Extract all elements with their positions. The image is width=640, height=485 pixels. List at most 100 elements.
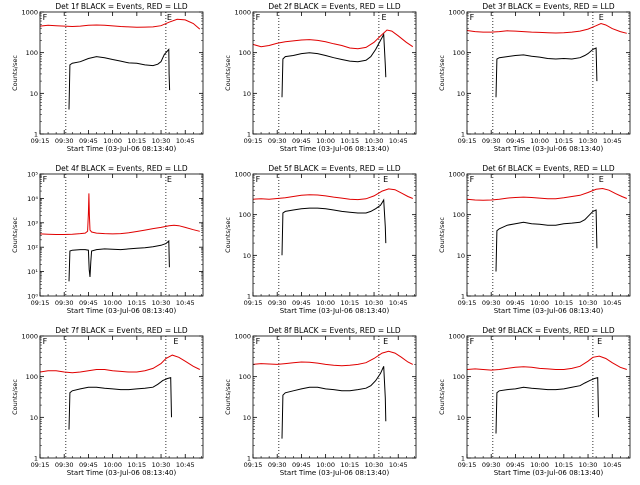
panel-5: Det 5f BLACK = Events, RED = LLD F E 09:15 0… <box>224 164 417 315</box>
x-tick-label: 10:00 <box>530 137 549 145</box>
x-tick-label: 09:30 <box>482 461 501 469</box>
x-tick-label: 10:15 <box>127 137 146 145</box>
y-tick-label: 1 <box>461 293 465 301</box>
y-axis-label: Counts/sec <box>224 217 232 253</box>
x-tick-label: 09:45 <box>292 137 311 145</box>
y-axis-label: Counts/sec <box>224 379 232 415</box>
series-group <box>40 354 201 430</box>
y-tick-label: 10 <box>457 252 465 260</box>
plot-frame <box>39 173 204 297</box>
x-tick-label: 10:15 <box>340 461 359 469</box>
x-tick-label: 10:00 <box>103 461 122 469</box>
flag-label-F: F <box>256 13 261 22</box>
panel-title: Det 8f BLACK = Events, RED = LLD <box>268 326 401 335</box>
x-tick-label: 09:30 <box>55 299 74 307</box>
x-tick-label: 09:30 <box>268 137 287 145</box>
x-tick-label: 09:15 <box>244 137 263 145</box>
series-group <box>467 187 627 272</box>
x-tick-label: 09:45 <box>506 461 525 469</box>
events-series-line <box>68 239 170 282</box>
y-tick-label: 10 <box>243 414 251 422</box>
flag-label-E: E <box>381 13 386 22</box>
flag-label-E: E <box>599 13 604 22</box>
panel-4: Det 4f BLACK = Events, RED = LLD F E 09:15 0… <box>11 164 204 315</box>
x-tick-label: 09:30 <box>268 299 287 307</box>
plot-frame <box>252 173 417 297</box>
y-tick-label: 100 <box>453 373 465 381</box>
series-group <box>253 29 414 98</box>
y-axis-label: Counts/sec <box>11 55 19 91</box>
y-axis-label: Counts/sec <box>438 379 446 415</box>
x-tick-label: 09:30 <box>482 299 501 307</box>
x-tick-label: 10:15 <box>127 299 146 307</box>
y-tick-label: 1000 <box>448 333 465 341</box>
y-tick-label: 1000 <box>234 9 251 17</box>
flag-label-F: F <box>470 337 475 346</box>
events-series-line <box>281 366 387 439</box>
flag-label-F: F <box>256 175 261 184</box>
y-tick-label: 10⁴ <box>27 195 38 203</box>
x-tick-label: 10:00 <box>316 461 335 469</box>
x-tick-label: 10:45 <box>389 299 408 307</box>
x-tick-label: 09:30 <box>482 137 501 145</box>
x-tick-label: 10:30 <box>365 137 384 145</box>
y-tick-label: 10³ <box>27 219 38 227</box>
y-tick-label: 100 <box>26 49 38 57</box>
x-tick-label: 10:00 <box>316 299 335 307</box>
x-tick-label: 09:45 <box>292 461 311 469</box>
x-axis-label: Start Time (03-Jul-06 08:13:40) <box>280 469 390 477</box>
lld-series-line <box>40 18 201 30</box>
x-tick-label: 09:15 <box>244 461 263 469</box>
x-tick-label: 10:15 <box>340 299 359 307</box>
y-tick-label: 10 <box>243 252 251 260</box>
x-tick-label: 10:45 <box>389 461 408 469</box>
x-tick-label: 10:45 <box>176 137 195 145</box>
panel-6: Det 6f BLACK = Events, RED = LLD F E 09:15 0… <box>438 164 631 315</box>
events-series-line <box>281 32 387 98</box>
x-axis-label: Start Time (03-Jul-06 08:13:40) <box>494 145 604 153</box>
y-tick-label: 1 <box>34 455 38 463</box>
x-axis-label: Start Time (03-Jul-06 08:13:40) <box>67 469 177 477</box>
panel-title: Det 5f BLACK = Events, RED = LLD <box>268 164 401 173</box>
plot-frame <box>252 11 417 135</box>
x-tick-label: 10:45 <box>603 137 622 145</box>
flag-label-E: E <box>167 13 172 22</box>
flag-label-F: F <box>470 175 475 184</box>
series-group <box>253 188 413 256</box>
x-tick-label: 10:30 <box>152 137 171 145</box>
plot-frame <box>39 335 204 459</box>
x-tick-label: 10:00 <box>103 299 122 307</box>
lld-series-line <box>40 354 201 374</box>
plot-frame <box>466 335 631 459</box>
y-tick-label: 1000 <box>21 9 38 17</box>
y-tick-label: 10 <box>30 90 38 98</box>
x-tick-label: 09:45 <box>79 461 98 469</box>
flag-label-E: E <box>383 175 388 184</box>
y-tick-label: 10 <box>457 414 465 422</box>
y-tick-label: 1 <box>461 455 465 463</box>
events-series-line <box>495 47 598 98</box>
y-tick-label: 1000 <box>448 9 465 17</box>
panel-3: Det 3f BLACK = Events, RED = LLD F E 09:15 0… <box>438 2 631 153</box>
x-tick-label: 10:00 <box>530 461 549 469</box>
plot-frame <box>39 11 204 135</box>
panel-title: Det 4f BLACK = Events, RED = LLD <box>55 164 188 173</box>
x-tick-label: 10:45 <box>176 461 195 469</box>
x-axis-label: Start Time (03-Jul-06 08:13:40) <box>280 307 390 315</box>
x-axis-label: Start Time (03-Jul-06 08:13:40) <box>67 145 177 153</box>
flag-label-E: E <box>173 337 178 346</box>
panel-7: Det 7f BLACK = Events, RED = LLD F E 09:15 0… <box>11 326 204 477</box>
flag-label-F: F <box>43 13 48 22</box>
x-tick-label: 10:30 <box>365 299 384 307</box>
x-tick-label: 10:00 <box>530 299 549 307</box>
x-tick-label: 10:15 <box>554 137 573 145</box>
y-tick-label: 10 <box>30 414 38 422</box>
y-tick-label: 10⁰ <box>27 293 38 301</box>
x-tick-label: 09:30 <box>55 137 74 145</box>
y-axis-label: Counts/sec <box>438 217 446 253</box>
events-series-line <box>495 376 599 434</box>
y-tick-label: 100 <box>453 211 465 219</box>
events-series-line <box>495 209 598 272</box>
y-tick-label: 1 <box>247 293 251 301</box>
x-tick-label: 09:45 <box>506 299 525 307</box>
